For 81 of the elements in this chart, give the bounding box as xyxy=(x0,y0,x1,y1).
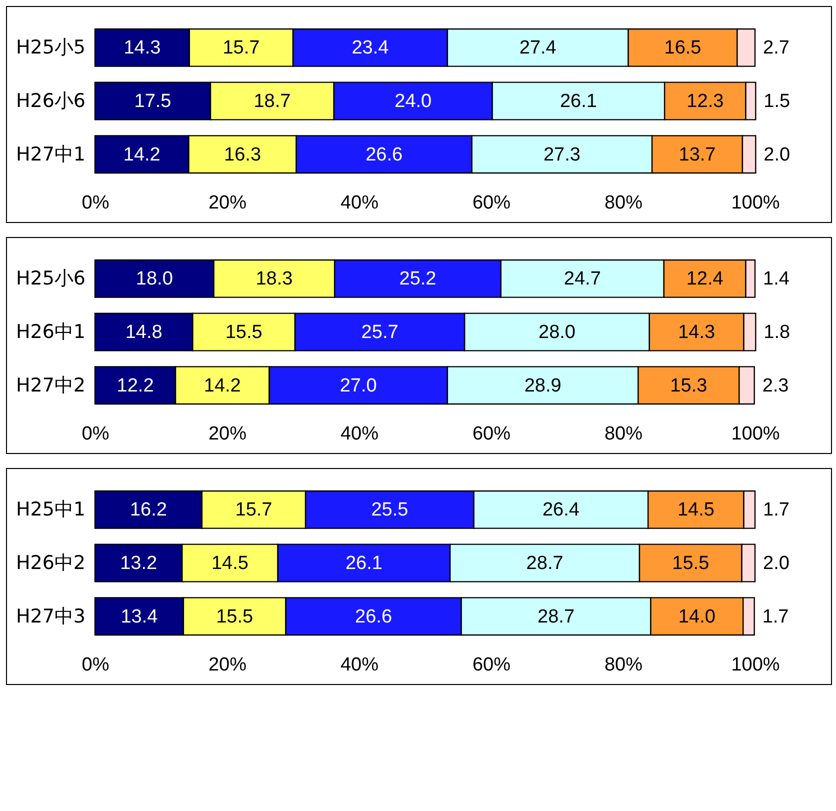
data-label: 15.5 xyxy=(672,553,710,574)
x-tick-label: 40% xyxy=(340,192,379,214)
x-tick-label: 20% xyxy=(208,654,247,676)
y-tick-label: H25中1 xyxy=(16,498,86,521)
data-label: 14.2 xyxy=(123,144,160,166)
y-tick-label: H25小6 xyxy=(16,268,86,290)
data-label: 18.7 xyxy=(254,91,291,112)
data-label: 25.5 xyxy=(371,500,408,521)
data-label: 1.8 xyxy=(764,322,790,343)
data-label: 27.4 xyxy=(519,38,557,59)
x-tick-label: 60% xyxy=(472,654,511,676)
data-label: 1.7 xyxy=(763,500,790,521)
data-label: 12.3 xyxy=(686,91,724,112)
data-label: 15.5 xyxy=(216,606,254,628)
x-tick-label: 60% xyxy=(472,424,511,444)
data-label: 17.5 xyxy=(134,91,172,112)
x-tick-label: 100% xyxy=(731,654,780,676)
x-tick-label: 100% xyxy=(731,424,780,444)
data-label: 1.5 xyxy=(764,91,790,112)
data-label: 24.7 xyxy=(564,268,601,290)
y-tick-label: H27中3 xyxy=(16,605,86,628)
data-label: 2.7 xyxy=(763,38,790,59)
data-label: 2.0 xyxy=(764,144,790,166)
data-label: 14.0 xyxy=(678,606,716,628)
data-label: 15.3 xyxy=(670,375,708,396)
data-label: 12.2 xyxy=(116,375,154,396)
data-label: 14.5 xyxy=(211,553,248,574)
x-tick-label: 20% xyxy=(208,192,247,214)
data-label: 12.4 xyxy=(686,268,724,290)
data-label: 15.7 xyxy=(235,500,272,521)
data-label: 14.8 xyxy=(125,322,162,343)
data-label: 16.3 xyxy=(224,144,261,166)
x-tick-label: 40% xyxy=(340,654,379,676)
data-label: 24.0 xyxy=(394,91,432,112)
data-label: 25.2 xyxy=(399,268,436,290)
x-tick-label: 80% xyxy=(604,654,643,676)
data-label: 2.3 xyxy=(762,375,789,396)
y-tick-label: H26小6 xyxy=(16,90,86,112)
data-label: 14.3 xyxy=(678,322,716,343)
x-tick-label: 60% xyxy=(472,192,511,214)
data-label: 26.6 xyxy=(366,144,403,166)
x-tick-label: 100% xyxy=(731,192,780,214)
data-label: 13.2 xyxy=(120,553,158,574)
y-tick-label: H27中2 xyxy=(16,374,86,396)
data-label: 28.0 xyxy=(538,322,576,343)
data-label: 14.5 xyxy=(677,500,714,521)
data-label: 23.4 xyxy=(352,38,390,59)
data-label: 26.4 xyxy=(542,500,580,521)
data-label: 13.4 xyxy=(120,606,158,628)
data-label: 18.3 xyxy=(256,268,293,290)
data-label: 15.7 xyxy=(222,38,260,59)
data-label: 1.7 xyxy=(762,606,789,628)
data-label: 2.0 xyxy=(763,553,790,574)
x-tick-label: 0% xyxy=(82,192,110,214)
data-label: 1.4 xyxy=(763,268,790,290)
data-label: 26.6 xyxy=(355,606,392,628)
y-tick-label: H25小5 xyxy=(16,36,86,59)
data-label: 27.0 xyxy=(340,375,377,396)
x-tick-label: 80% xyxy=(604,424,643,444)
data-label: 26.1 xyxy=(560,91,597,112)
data-label: 27.3 xyxy=(543,144,580,166)
x-tick-label: 0% xyxy=(82,654,110,676)
x-tick-label: 0% xyxy=(82,424,110,444)
x-tick-label: 20% xyxy=(208,424,247,444)
y-tick-label: H26中1 xyxy=(16,321,86,343)
data-label: 16.2 xyxy=(130,500,167,521)
data-label: 28.9 xyxy=(524,375,562,396)
data-label: 26.1 xyxy=(345,553,382,574)
data-label: 14.2 xyxy=(204,375,241,396)
data-label: 18.0 xyxy=(136,268,173,290)
data-label: 13.7 xyxy=(678,144,716,166)
data-label: 25.7 xyxy=(361,322,398,343)
data-label: 15.5 xyxy=(225,322,262,343)
x-tick-label: 40% xyxy=(340,424,379,444)
data-label: 28.7 xyxy=(538,606,574,628)
y-tick-label: H27中1 xyxy=(16,143,86,166)
data-label: 28.7 xyxy=(526,553,564,574)
data-label: 16.5 xyxy=(664,38,702,59)
x-tick-label: 80% xyxy=(604,192,643,214)
data-label: 14.3 xyxy=(124,38,161,59)
y-tick-label: H26中2 xyxy=(16,552,86,574)
